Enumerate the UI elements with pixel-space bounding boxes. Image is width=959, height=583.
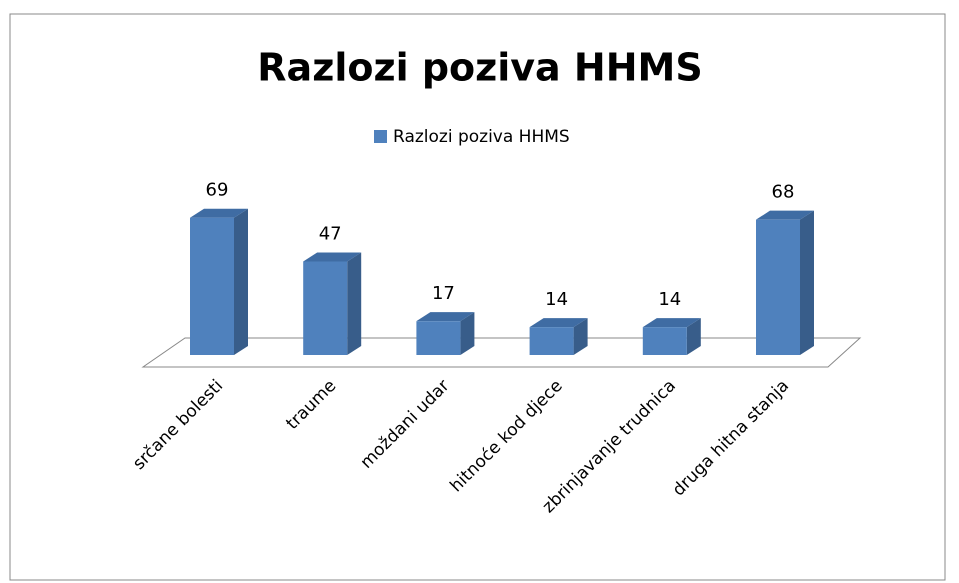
data-label: 14 [658,289,681,310]
chart-title: Razlozi poziva HHMS [257,46,702,90]
bar-side [573,318,588,355]
bar-top [190,208,248,218]
legend-swatch [374,130,387,143]
data-label: 14 [545,289,568,310]
bar [529,327,574,355]
bar-top [642,318,701,328]
data-label: 17 [432,283,455,304]
bar-top [756,210,814,220]
bar-side [347,252,362,355]
bar-top [529,318,588,328]
bar [756,219,800,355]
floor [141,337,862,368]
data-label: 68 [772,182,795,203]
legend-label: Razlozi poziva HHMS [393,127,570,147]
bar-top [416,312,475,322]
bar-top [303,252,362,262]
data-label: 47 [319,223,342,244]
bar-side [686,318,701,355]
data-label: 69 [206,180,229,201]
bar-side [800,210,814,355]
bar [303,261,348,355]
bar [642,327,687,355]
bar [190,217,234,355]
bar [416,321,461,355]
bar-side [234,208,248,355]
bar-side [460,312,475,355]
